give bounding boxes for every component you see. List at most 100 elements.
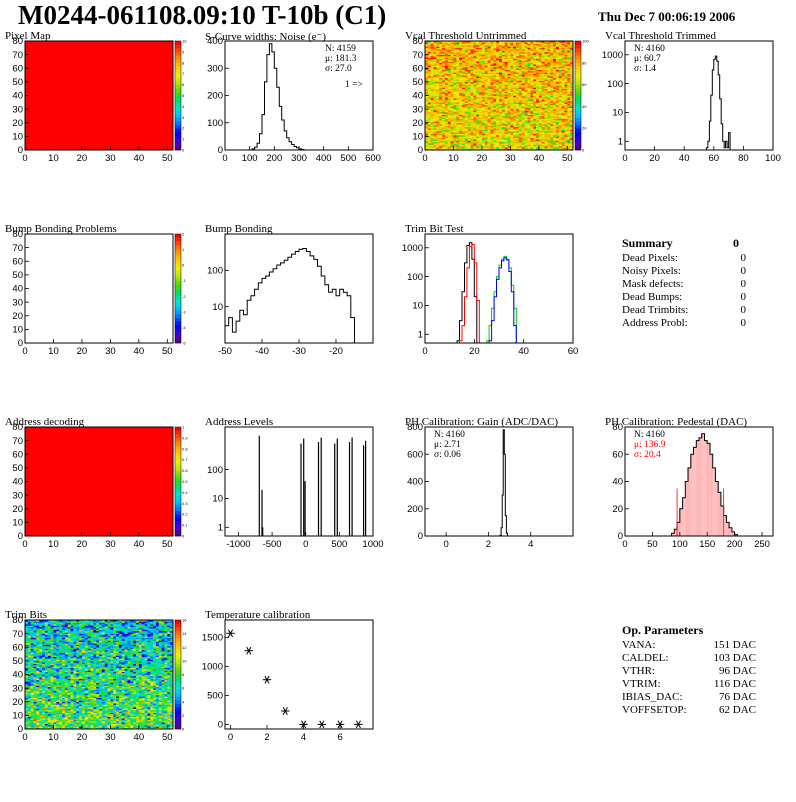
trim-bits-xtick-label: 30 <box>105 732 116 743</box>
ph-pedestal-xtick-label: 50 <box>647 539 658 550</box>
temperature-calibration-point <box>245 647 253 654</box>
vcal-trimmed-stat: σ: 1.4 <box>634 64 656 74</box>
trim-bits-ytick-label: 80 <box>12 615 23 626</box>
vcal-untrimmed-cells <box>425 41 573 150</box>
address-levels-series-0 <box>259 436 365 536</box>
summary-row-label: Dead Pixels: <box>622 252 678 264</box>
ph-pedestal-xtick-label: 250 <box>754 539 770 550</box>
bump-bonding-xtick-label: -50 <box>218 346 232 357</box>
temperature-calibration-ytick-label: 0 <box>218 720 223 731</box>
trim-bit-test-ytick-label: 10 <box>412 301 423 312</box>
bump-bonding-problems-xtick-label: 40 <box>134 346 145 357</box>
summary-row-value: 0 <box>741 317 747 329</box>
vcal-untrimmed-palette-tick: 80 <box>582 60 587 65</box>
trim-bit-test-ytick-label: 1000 <box>402 243 423 254</box>
vcal-trimmed-series-0 <box>706 56 730 150</box>
trim-bits-xtick-label: 10 <box>48 732 59 743</box>
pixel-map-cells <box>25 41 173 150</box>
scurve-widths-xtick-label: 600 <box>365 153 381 164</box>
scurve-widths-xtick-label: 100 <box>242 153 258 164</box>
bump-bonding-problems-ytick-label: 60 <box>12 256 23 267</box>
address-decoding-ytick-label: 30 <box>12 490 23 501</box>
bump-bonding-problems-ytick-label: 50 <box>12 270 23 281</box>
vcal-untrimmed-xtick-label: 40 <box>534 153 545 164</box>
vcal-untrimmed-ytick-label: 20 <box>412 118 423 129</box>
ph-gain-stat: σ: 0.06 <box>434 450 461 460</box>
vcal-untrimmed-ytick-label: 40 <box>412 91 423 102</box>
ph-pedestal-ytick-label: 0 <box>618 531 623 542</box>
scurve-widths-xtick-label: 0 <box>222 153 227 164</box>
pixel-map-palette-tick: 0 <box>182 148 185 153</box>
trim-bit-test-frame <box>425 234 573 343</box>
summary-row-value: 0 <box>741 252 747 264</box>
address-decoding-ytick-label: 40 <box>12 477 23 488</box>
trim-bits-ytick-label: 20 <box>12 697 23 708</box>
vcal-untrimmed-palette-tick: 100 <box>582 39 589 44</box>
pixel-map-xtick-label: 10 <box>48 153 59 164</box>
address-decoding-palette-tick: 0.9 <box>182 435 188 440</box>
summary-row: Dead Pixels: 0 <box>622 252 746 265</box>
trim-bit-test-xtick-label: 40 <box>518 346 529 357</box>
op-parameter-value: 96 DAC <box>719 665 756 677</box>
address-decoding-ytick-label: 10 <box>12 518 23 529</box>
pixel-map-ytick-label: 30 <box>12 104 23 115</box>
trim-bits-ytick-label: 10 <box>12 711 23 722</box>
pixel-map-ytick-label: 0 <box>18 145 23 156</box>
bump-bonding-problems-xtick-label: 50 <box>162 346 173 357</box>
trim-bits-xtick-label: 20 <box>77 732 88 743</box>
ph-gain-xtick-label: 2 <box>486 539 491 550</box>
scurve-widths-stat: μ: 181.3 <box>325 54 357 64</box>
summary-row: Noisy Pixels:0 <box>622 265 746 278</box>
op-parameter-label: CALDEL: <box>622 652 668 664</box>
ph-gain-ytick-label: 400 <box>407 477 423 488</box>
ph-gain-stat: μ: 2.71 <box>434 440 461 450</box>
trim-bits-ytick-label: 50 <box>12 656 23 667</box>
pixel-map-xtick-label: 50 <box>162 153 173 164</box>
trim-bits-palette-tick: 10 <box>182 658 187 663</box>
trim-bits-xtick-label: 0 <box>22 732 27 743</box>
summary-row-label: Mask defects: <box>622 278 683 290</box>
trim-bits-palette-tick: 16 <box>182 618 187 623</box>
summary-total: 0 <box>733 236 739 251</box>
trim-bits-ytick-label: 0 <box>18 724 23 735</box>
pixel-map-palette-tick: 8 <box>182 60 185 65</box>
summary-row-label: Dead Bumps: <box>622 291 682 303</box>
ph-pedestal-ytick-label: 80 <box>612 422 623 433</box>
summary-row: Address Probl:0 <box>622 317 746 330</box>
trim-bits-ytick-label: 30 <box>12 683 23 694</box>
address-decoding-palette-tick: 0.4 <box>182 490 188 495</box>
address-levels-ytick-label: 10 <box>212 494 223 505</box>
vcal-trimmed-xtick-label: 100 <box>765 153 781 164</box>
trim-bits-palette-tick: 4 <box>182 699 185 704</box>
scurve-widths-ytick-label: 200 <box>207 91 223 102</box>
bump-bonding-problems-palette-tick: -2 <box>182 294 186 299</box>
ph-gain-ytick-label: 0 <box>418 531 423 542</box>
temperature-calibration-ytick-label: 500 <box>207 691 223 702</box>
vcal-trimmed-xtick-label: 0 <box>622 153 627 164</box>
summary-row: Dead Bumps:0 <box>622 291 746 304</box>
pixel-map-xtick-label: 40 <box>134 153 145 164</box>
bump-bonding-problems-ytick-label: 80 <box>12 229 23 240</box>
page-title: M0244-061108.09:10 T-10b (C1) <box>18 0 386 31</box>
address-decoding-palette-tick: 0.6 <box>182 468 188 473</box>
bump-bonding-problems-palette-tick: -5 <box>182 341 186 346</box>
scurve-widths-ytick-label: 100 <box>207 118 223 129</box>
pixel-map-palette-tick: 5 <box>182 93 185 98</box>
vcal-untrimmed-ytick-label: 0 <box>418 145 423 156</box>
address-decoding-palette: 00.10.20.30.40.50.60.70.80.91 <box>175 425 188 539</box>
pixel-map-ytick-label: 60 <box>12 63 23 74</box>
vcal-trimmed-xtick-label: 40 <box>679 153 690 164</box>
op-parameter-row: VTHR:96 DAC <box>622 665 756 678</box>
